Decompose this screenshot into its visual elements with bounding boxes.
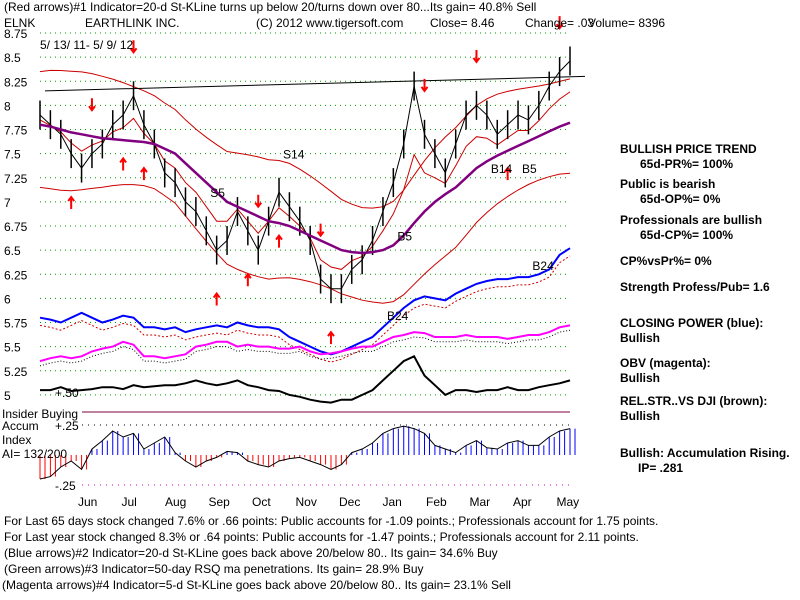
y-tick-label: 7.5 xyxy=(4,148,21,162)
date-range: 5/ 13/ 11- 5/ 9/ 12 xyxy=(40,38,134,52)
x-tick-label: Jan xyxy=(383,495,402,509)
footer-green-arrows: (Green arrows)#3 Indicator=50-day RSQ ma… xyxy=(4,562,424,576)
y-tick-label: 8 xyxy=(4,99,11,113)
closing-power-line xyxy=(39,247,571,356)
accum-label: Accum xyxy=(2,419,39,433)
up-arrow-icon xyxy=(119,156,127,171)
signal-label: B24 xyxy=(387,309,409,323)
y-tick-label: 7.25 xyxy=(4,172,28,186)
up-arrow-icon xyxy=(503,166,512,181)
footer-line-year: For Last year stock changed 8.3% or .64 … xyxy=(4,530,639,544)
closing-power-ma xyxy=(39,255,571,363)
closing-power-value: Bullish xyxy=(620,331,661,345)
copyright: (C) 2012 www.tigersoft.com xyxy=(256,16,404,30)
x-tick-label: Sep xyxy=(209,495,231,509)
index-label: Index xyxy=(2,433,32,447)
y-tick-label: 5.25 xyxy=(4,365,28,379)
change-value: Change= .03 xyxy=(525,16,595,30)
down-arrow-icon xyxy=(420,78,429,93)
x-tick-label: Oct xyxy=(252,495,271,509)
x-tick-label: Nov xyxy=(296,495,317,509)
up-arrow-icon xyxy=(244,272,252,287)
y-tick-label: 8.75 xyxy=(4,27,28,41)
obv-line xyxy=(39,324,571,363)
insider-buying-label: Insider Buying xyxy=(2,407,79,421)
up-arrow-icon xyxy=(327,330,335,345)
pros-status: Professionals are bullish xyxy=(620,213,763,227)
rel-strength-line xyxy=(40,354,571,404)
x-tick-label: Aug xyxy=(165,495,186,509)
obv-label: OBV (magenta): xyxy=(620,356,711,370)
x-tick-label: Feb xyxy=(426,495,447,509)
obv-value: Bullish xyxy=(620,371,661,385)
x-tick-label: Mar xyxy=(470,495,491,509)
plus50-label: +.50 xyxy=(55,386,79,400)
x-tick-label: May xyxy=(557,495,580,509)
down-arrow-icon xyxy=(254,194,263,209)
signal-label: B24 xyxy=(532,259,554,273)
accum-status: Bullish: Accumulation Rising. xyxy=(620,446,790,460)
cp-vs-pr: CP%vsPr%= 0% xyxy=(620,254,712,268)
obv-ma xyxy=(39,329,571,367)
y-tick-label: 7 xyxy=(4,196,11,210)
y-tick-label: 6.25 xyxy=(4,268,28,282)
close-value: Close= 8.46 xyxy=(430,16,495,30)
signal-label: S14 xyxy=(283,147,305,161)
cp-pct: 65d-CP%= 100% xyxy=(640,228,734,242)
minus25-label: -.25 xyxy=(55,479,76,493)
ma50-line xyxy=(39,121,571,255)
y-tick-label: 6.5 xyxy=(4,244,21,258)
lower-band xyxy=(39,172,571,304)
plus25-label: +.25 xyxy=(55,419,79,433)
footer-line-65d: For Last 65 days stock changed 7.6% or .… xyxy=(4,514,659,528)
up-arrow-icon xyxy=(67,195,75,210)
volume-value: Volume= 8396 xyxy=(588,16,666,30)
price-trend: BULLISH PRICE TREND xyxy=(620,142,757,156)
y-tick-label: 8.5 xyxy=(4,51,21,65)
op-pct: 65d-OP%= 0% xyxy=(640,192,721,206)
up-arrow-icon xyxy=(212,291,221,306)
down-arrow-icon xyxy=(472,49,481,64)
accum-line xyxy=(39,425,571,480)
y-tick-label: 5.75 xyxy=(4,317,28,331)
upper-band xyxy=(39,69,571,209)
public-status: Public is bearish xyxy=(620,177,716,191)
pr-pct: 65d-PR%= 100% xyxy=(640,157,734,171)
x-tick-label: Jun xyxy=(78,495,97,509)
y-tick-label: 6.75 xyxy=(4,220,28,234)
y-tick-label: 5.5 xyxy=(4,341,21,355)
closing-power-label: CLOSING POWER (blue): xyxy=(620,316,764,330)
footer-blue-arrows: (Blue arrows)#2 Indicator=20-d St-KLine … xyxy=(4,546,498,560)
ticker: ELNK xyxy=(4,16,36,30)
x-tick-label: Apr xyxy=(513,495,532,509)
resistance-line xyxy=(44,75,586,92)
down-arrow-icon xyxy=(555,16,564,30)
y-tick-label: 7.75 xyxy=(4,124,28,138)
x-tick-label: Dec xyxy=(339,495,360,509)
signal-label: B5 xyxy=(522,162,537,176)
company-name: EARTHLINK INC. xyxy=(85,16,180,30)
x-tick-label: Jul xyxy=(122,495,137,509)
indicator-1-header: (Red arrows)#1 Indicator=20-d St-KLine t… xyxy=(4,0,537,14)
down-arrow-icon xyxy=(316,223,325,238)
strength: Strength Profess/Pub= 1.6 xyxy=(620,280,770,294)
signal-label: B14 xyxy=(491,162,513,176)
y-tick-label: 6 xyxy=(4,292,11,306)
up-arrow-icon xyxy=(140,166,148,181)
ai-value: AI= 132/200 xyxy=(2,447,68,461)
down-arrow-icon xyxy=(129,40,138,54)
down-arrow-icon xyxy=(88,98,96,112)
ip-value: IP= .281 xyxy=(638,461,684,475)
price-line xyxy=(39,60,571,290)
y-tick-label: 8.25 xyxy=(4,75,28,89)
y-tick-label: 5 xyxy=(4,389,11,403)
signal-label: B5 xyxy=(397,229,412,243)
footer-magenta-arrows: (Magenta arrows)#4 Indicator=5-d St-KLin… xyxy=(2,578,511,592)
rel-str-value: Bullish xyxy=(620,409,661,423)
signal-label: S5 xyxy=(210,186,225,200)
rel-str-label: REL.STR..VS DJI (brown): xyxy=(620,394,768,408)
up-arrow-icon xyxy=(275,233,283,248)
